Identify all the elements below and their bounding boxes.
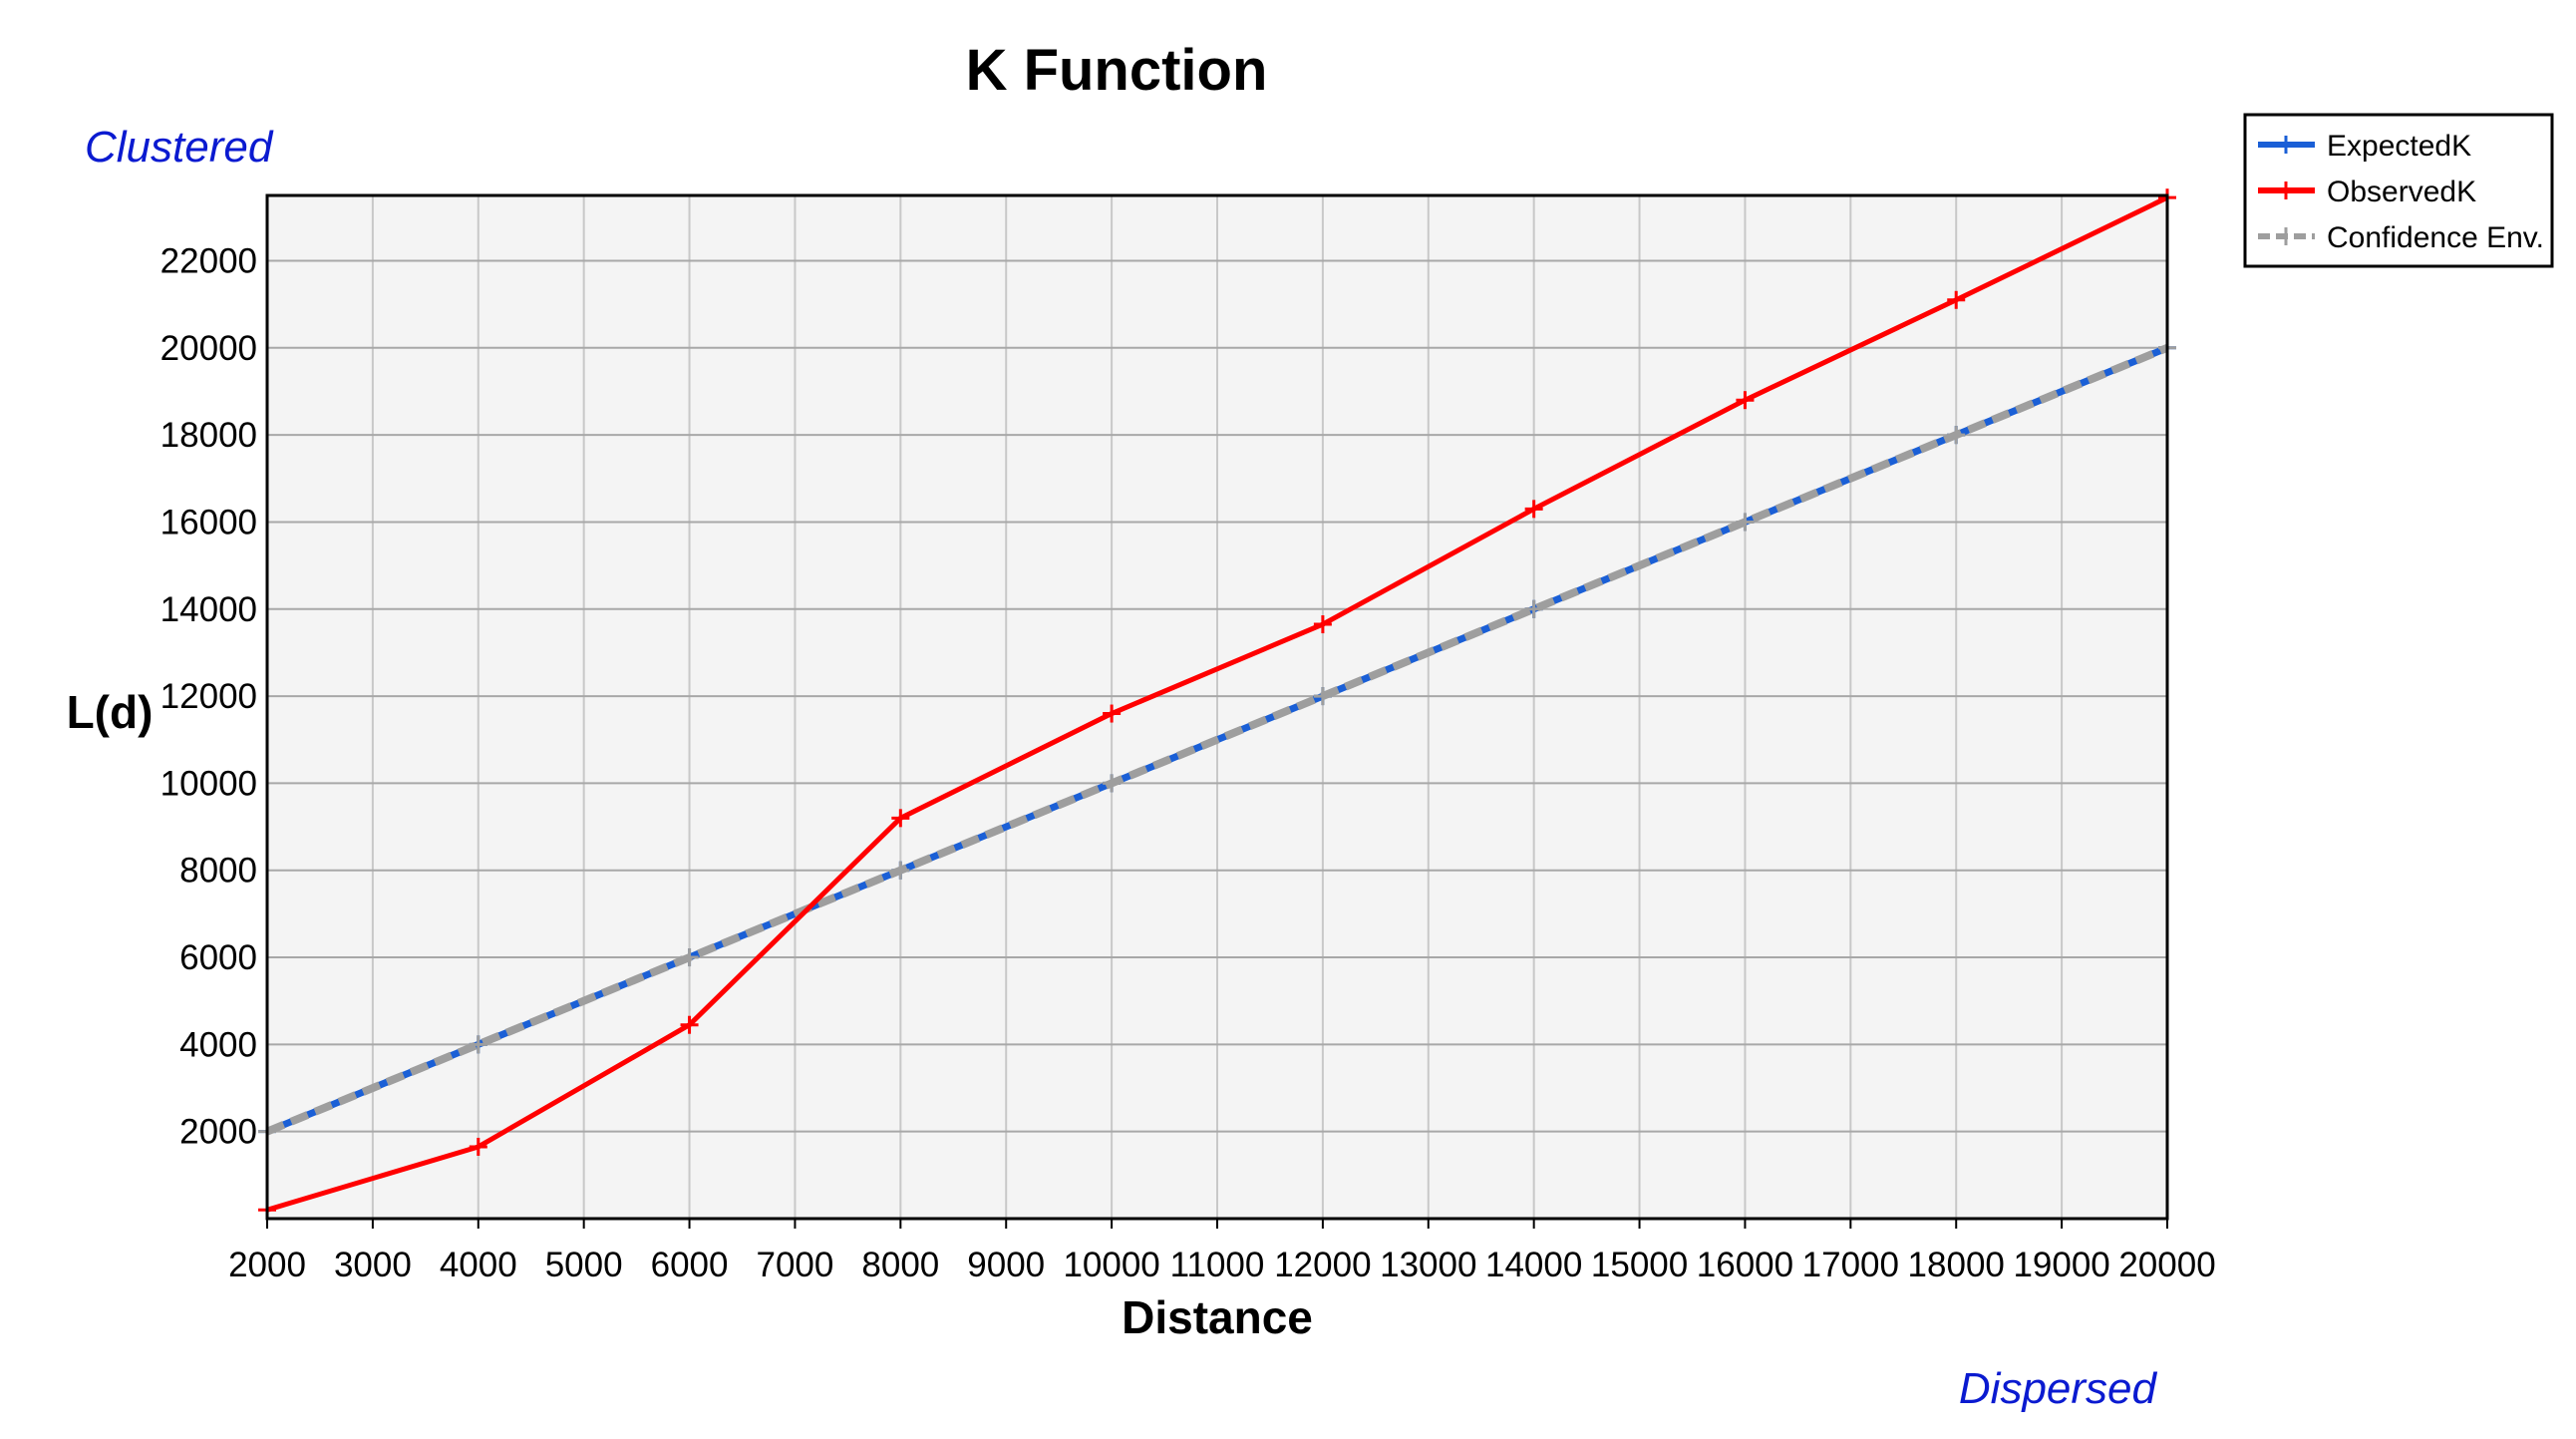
x-tick-label-10: 12000 [1274, 1246, 1371, 1284]
x-tick-label-5: 7000 [757, 1246, 834, 1284]
legend-entry-2: Confidence Env. [2258, 221, 2544, 254]
y-tick-label-3: 8000 [179, 852, 257, 891]
x-tick-label-6: 8000 [861, 1246, 939, 1284]
y-tick-label-10: 22000 [161, 241, 257, 280]
series-2-point-7 [1736, 513, 1755, 532]
x-tick-label-0: 2000 [228, 1246, 306, 1284]
x-tick-label-2: 4000 [440, 1246, 517, 1284]
x-tick-label-9: 11000 [1170, 1246, 1265, 1284]
x-tick-label-17: 19000 [2013, 1246, 2109, 1284]
y-tick-label-8: 18000 [161, 416, 257, 455]
legend-label-0: ExpectedK [2327, 130, 2471, 163]
series-2-point-8 [1947, 426, 1966, 445]
series-2-point-1 [469, 1035, 487, 1054]
y-tick-label-0: 2000 [179, 1113, 257, 1152]
dispersed-label: Dispersed [1959, 1364, 2158, 1413]
legend-label-1: ObservedK [2327, 176, 2476, 208]
legend: ExpectedK ObservedK Confidence Env. [2243, 113, 2554, 268]
clustered-label: Clustered [85, 123, 274, 172]
y-tick-label-7: 16000 [161, 503, 257, 541]
y-tick-label-5: 12000 [161, 677, 257, 716]
series-1-point-2 [680, 1015, 699, 1034]
tick-labels: 2000 3000 4000 5000 6000 7000 8000 9000 10000 110… [161, 241, 2216, 1284]
x-tick-label-14: 16000 [1697, 1246, 1793, 1284]
y-tick-label-2: 6000 [179, 938, 257, 977]
series-1-point-8 [1947, 290, 1966, 309]
y-tick-label-1: 4000 [179, 1025, 257, 1064]
legend-label-2: Confidence Env. [2327, 221, 2544, 254]
series-2-point-6 [1524, 599, 1543, 618]
series-line-1 [266, 194, 2169, 1213]
x-axis-title: Distance [1122, 1291, 1313, 1343]
x-tick-label-12: 14000 [1485, 1246, 1582, 1284]
x-tick-label-3: 5000 [545, 1246, 623, 1284]
series-line-2 [265, 344, 2169, 1136]
x-tick-label-15: 17000 [1802, 1246, 1899, 1284]
y-tick-label-6: 14000 [161, 590, 257, 629]
x-tick-label-18: 20000 [2118, 1246, 2215, 1284]
x-tick-label-7: 9000 [967, 1246, 1045, 1284]
y-tick-label-4: 10000 [161, 764, 257, 803]
series-2-point-5 [1313, 687, 1332, 706]
y-tick-label-9: 20000 [161, 329, 257, 368]
x-tick-label-4: 6000 [651, 1246, 729, 1284]
series-1-point-7 [1736, 391, 1755, 410]
series-1-point-1 [469, 1137, 487, 1156]
y-axis-title: L(d) [67, 686, 154, 738]
series-1-point-4 [1103, 704, 1122, 723]
series-2-point-4 [1103, 774, 1122, 793]
legend-entry-1: ObservedK [2258, 176, 2476, 208]
series-1-point-6 [1524, 500, 1543, 519]
x-tick-label-8: 10000 [1063, 1246, 1159, 1284]
series-2-point-3 [891, 861, 910, 880]
x-tick-label-1: 3000 [334, 1246, 412, 1284]
grid-lines [266, 195, 2168, 1219]
x-tick-label-16: 18000 [1908, 1246, 2005, 1284]
series-1-point-3 [891, 809, 910, 828]
series-2-point-2 [680, 948, 699, 967]
series-1-point-5 [1313, 615, 1332, 634]
x-tick-label-13: 15000 [1591, 1246, 1688, 1284]
x-tick-label-11: 13000 [1380, 1246, 1476, 1284]
legend-entry-0: ExpectedK [2258, 130, 2471, 163]
chart-title: K Function [966, 38, 1268, 103]
